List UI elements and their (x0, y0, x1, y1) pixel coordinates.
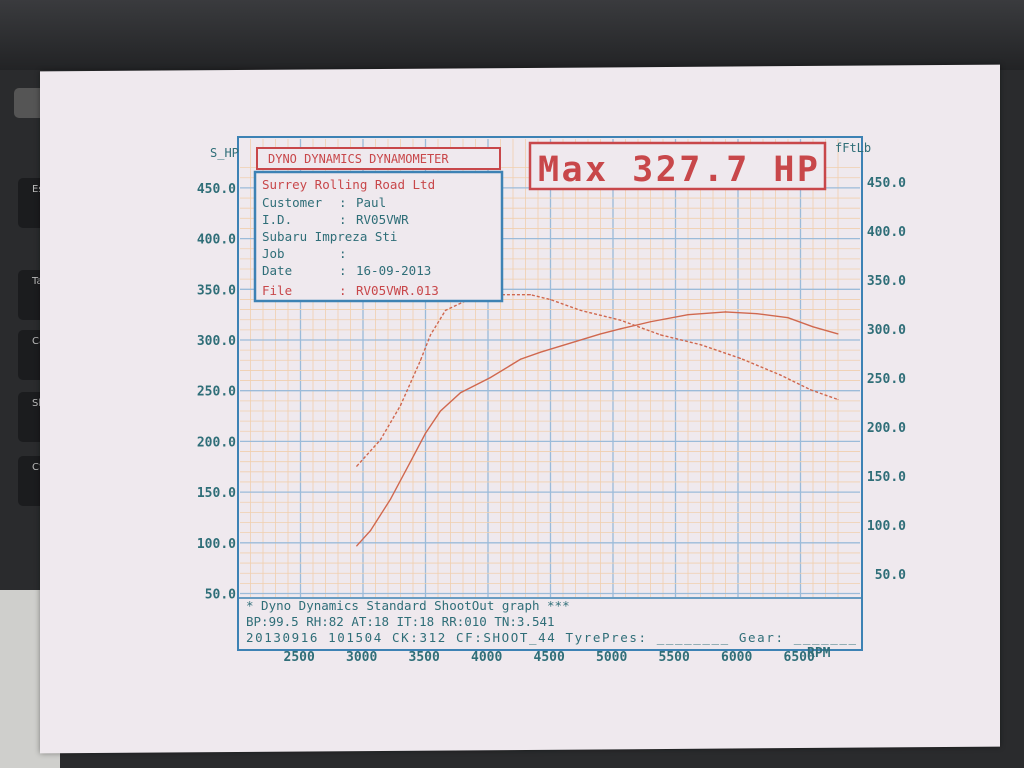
max-hp-box (528, 141, 827, 191)
y-left-tick-label: 250.0 (197, 385, 236, 400)
date-label: Date (262, 263, 292, 278)
x-tick-label: 6000 (721, 650, 752, 665)
title-box (256, 147, 501, 170)
company-name: Surrey Rolling Road Ltd (262, 177, 435, 192)
x-tick-label: 2500 (284, 650, 315, 665)
chart-title: DYNO DYNAMICS DYNAMOMETER (268, 152, 449, 166)
power-data-point (369, 530, 372, 532)
y-right-tick-label: 450.0 (867, 176, 906, 191)
id-sep: : (339, 212, 347, 227)
y-left-tick-label: 300.0 (197, 334, 236, 349)
customer-label: Customer (262, 195, 323, 210)
power-data-point (539, 351, 542, 353)
x-tick-label: 5500 (659, 650, 690, 665)
torque-data-point (379, 439, 382, 441)
power-data-point (649, 321, 652, 323)
power-data-point (409, 461, 412, 463)
torque-data-point (779, 374, 782, 376)
y-left-tick-label: 350.0 (197, 283, 236, 298)
date-value: 16-09-2013 (356, 263, 431, 278)
x-tick-label: 4000 (471, 650, 502, 665)
laptop-bezel (0, 0, 1024, 70)
info-box (253, 170, 504, 303)
curves (356, 294, 839, 547)
power-data-point (424, 432, 427, 434)
y-left-tick-label: 100.0 (197, 537, 236, 552)
power-data-point (459, 392, 462, 394)
power-data-point (489, 376, 492, 379)
footer-graph-type: * Dyno Dynamics Standard ShootOut graph … (246, 598, 570, 613)
torque-data-point (837, 398, 839, 401)
vehicle-label: Subaru Impreza Sti (262, 229, 397, 244)
file-label: File (262, 283, 292, 298)
torque-data-point (809, 389, 812, 391)
power-curve (356, 311, 839, 547)
y-right-tick-label: 350.0 (867, 274, 906, 289)
y-right-tick-label: 200.0 (867, 421, 906, 436)
y-left-tick-label: 200.0 (197, 435, 236, 450)
power-data-point (599, 333, 602, 335)
power-data-point (619, 328, 622, 330)
job-label: Job (262, 246, 285, 261)
y-right-tick-label: 250.0 (867, 372, 906, 387)
x-tick-label: 4500 (534, 650, 565, 665)
footer-run-info: 20130916 101504 CK:312 CF:SHOOT_44 TyreP… (246, 630, 856, 645)
torque-data-point (356, 465, 358, 467)
torque-data-point (529, 294, 532, 296)
power-data-point (687, 314, 689, 316)
id-label: I.D. (262, 212, 292, 227)
y-right-tick-label: 150.0 (867, 470, 906, 485)
y-left-tick-label: 150.0 (197, 486, 236, 501)
x-tick-label: 5000 (596, 650, 627, 665)
torque-curve (356, 294, 839, 467)
y-left-tick-label: 400.0 (197, 233, 236, 248)
x-axis-label: RPM (807, 646, 831, 661)
y-right-axis-label: fFtLb (835, 141, 871, 155)
torque-data-point (739, 357, 742, 359)
power-data-point (756, 313, 758, 315)
customer-value: Paul (356, 195, 386, 210)
power-data-point (724, 311, 727, 313)
y-right-tick-label: 50.0 (875, 568, 906, 583)
id-value: RV05VWR (356, 212, 409, 227)
file-value: RV05VWR.013 (356, 283, 439, 298)
file-sep: : (339, 283, 347, 298)
torque-data-point (444, 309, 447, 311)
power-data-point (787, 317, 789, 319)
torque-data-point (549, 299, 552, 301)
power-data-point (812, 326, 814, 328)
torque-data-point (399, 404, 402, 407)
customer-sep: : (339, 195, 347, 210)
torque-data-point (659, 334, 662, 336)
y-right-tick-label: 100.0 (867, 519, 906, 534)
torque-data-point (429, 334, 432, 336)
power-data-point (837, 333, 839, 335)
y-right-tick-label: 300.0 (867, 323, 906, 338)
x-tick-label: 6500 (784, 650, 815, 665)
x-tick-label: 3500 (409, 650, 440, 665)
chart-frame (237, 136, 863, 651)
power-data-point (519, 358, 522, 360)
y-right-tick-label: 400.0 (867, 225, 906, 240)
torque-data-point (579, 309, 582, 311)
job-sep: : (339, 246, 347, 261)
power-data-point (356, 545, 358, 547)
x-tick-label: 3000 (346, 650, 377, 665)
power-data-point (569, 342, 572, 344)
y-left-tick-label: 50.0 (205, 588, 236, 603)
date-sep: : (339, 263, 347, 278)
torque-data-point (699, 344, 702, 346)
footer-conditions: BP:99.5 RH:82 AT:18 IT:18 RR:010 TN:3.54… (246, 614, 555, 629)
power-data-point (389, 498, 392, 500)
torque-data-point (419, 359, 422, 361)
power-data-point (439, 410, 442, 412)
y-left-axis-label: S_HP (210, 146, 239, 160)
torque-data-point (619, 319, 622, 321)
y-left-tick-label: 450.0 (197, 182, 236, 197)
tick-labels: 2500 3000 3500 4000 4500 5000 5500 6000 6500 450.… (197, 176, 906, 665)
